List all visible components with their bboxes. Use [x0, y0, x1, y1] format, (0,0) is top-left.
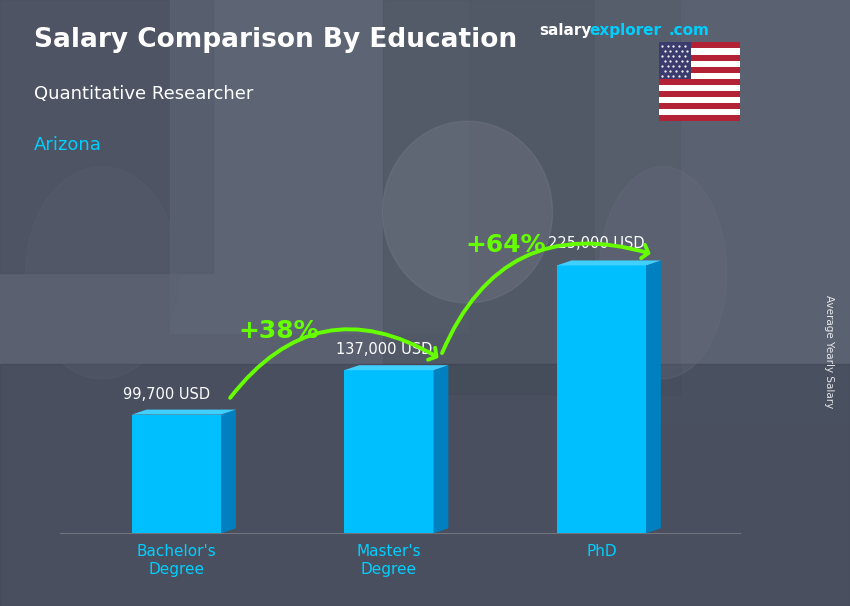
Bar [132, 415, 221, 533]
Text: Quantitative Researcher: Quantitative Researcher [34, 85, 253, 103]
Text: +38%: +38% [238, 319, 319, 343]
Bar [659, 97, 740, 103]
Bar [0, 0, 212, 273]
Text: salary: salary [540, 23, 592, 38]
Bar [0, 364, 850, 606]
Polygon shape [646, 261, 661, 533]
Text: .com: .com [668, 23, 709, 38]
Text: +64%: +64% [466, 233, 546, 257]
Bar [659, 48, 740, 55]
Text: 225,000 USD: 225,000 USD [548, 236, 645, 251]
Text: Arizona: Arizona [34, 136, 102, 155]
Bar [659, 55, 740, 61]
Bar [659, 67, 740, 73]
Ellipse shape [599, 167, 727, 379]
Bar [659, 73, 740, 79]
Bar [595, 0, 850, 424]
Bar [659, 85, 740, 91]
Text: Salary Comparison By Education: Salary Comparison By Education [34, 27, 517, 53]
Bar [659, 42, 740, 48]
Bar [659, 91, 740, 97]
Bar [659, 42, 691, 79]
Bar [557, 265, 646, 533]
Polygon shape [221, 410, 236, 533]
Polygon shape [557, 261, 661, 265]
Polygon shape [434, 365, 449, 533]
Ellipse shape [382, 121, 552, 303]
Text: Average Yearly Salary: Average Yearly Salary [824, 295, 834, 408]
Bar [659, 61, 740, 67]
Ellipse shape [26, 167, 178, 379]
Bar [344, 370, 434, 533]
Bar [659, 79, 740, 85]
Bar [659, 109, 740, 115]
Bar [659, 115, 740, 121]
Bar [382, 0, 680, 394]
Polygon shape [132, 410, 236, 415]
Bar [659, 103, 740, 109]
Text: 99,700 USD: 99,700 USD [123, 387, 211, 402]
Text: explorer: explorer [589, 23, 661, 38]
Text: 137,000 USD: 137,000 USD [336, 342, 432, 358]
Bar [170, 0, 468, 333]
Polygon shape [344, 365, 449, 370]
